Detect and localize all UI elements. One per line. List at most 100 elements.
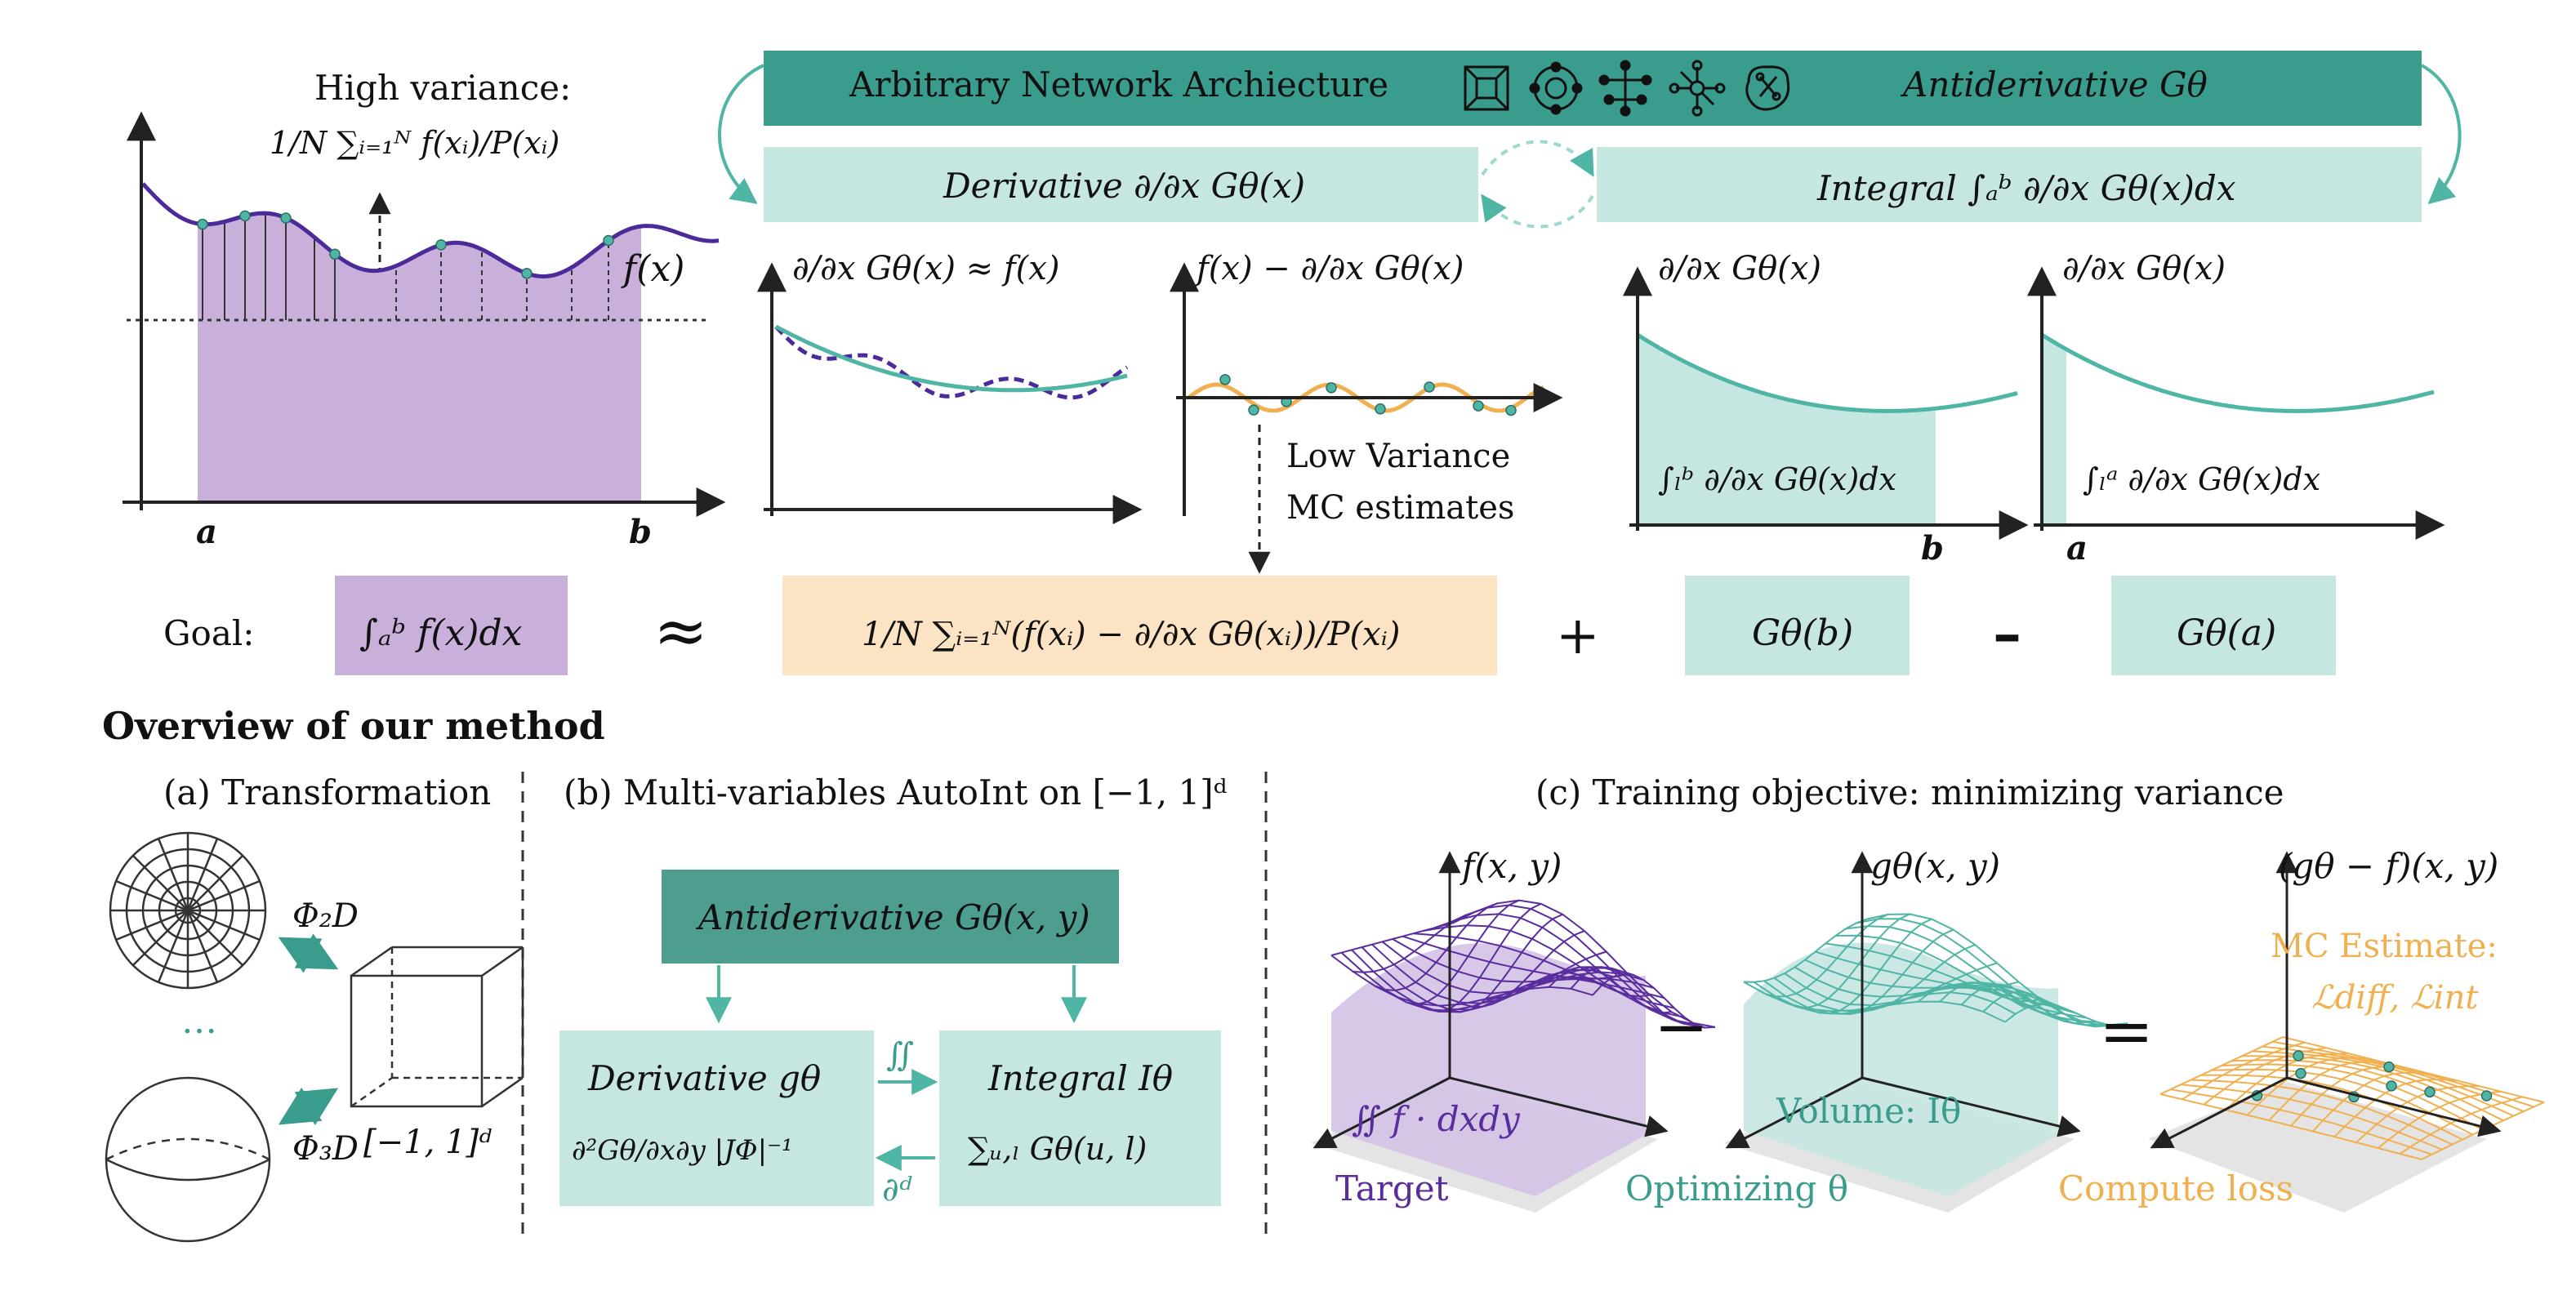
- plot1-sample-point: [603, 234, 614, 247]
- plot-residual: f(x) − ∂/∂x Gθ(x) Low Variance MC estima…: [1170, 250, 1563, 574]
- plot3-sample-point: [1326, 382, 1337, 394]
- antiderivative-label: Antiderivative Gθ: [1900, 65, 2208, 105]
- network-architecture-label: Arbitrary Network Archiecture: [849, 65, 1388, 105]
- phi2d-arrow: [278, 933, 339, 973]
- plot2-g-curve: [774, 324, 1128, 393]
- derivative-box: [764, 147, 1478, 222]
- derivative-2d-line1: Derivative gθ: [587, 1058, 821, 1098]
- cube-label: [−1, 1]ᵈ: [363, 1124, 492, 1161]
- plot1-curve: [141, 182, 720, 279]
- loss-x-axis: [2150, 1076, 2288, 1149]
- target-mesh-line: [1330, 955, 1593, 1007]
- equals-operator: =: [2099, 993, 2154, 1069]
- panel-autoint: (b) Multi-variables AutoInt on [−1, 1]ᵈ …: [559, 772, 1228, 1208]
- panel-transformation: (a) Transformation Φ₂D … [−1, 1]ᵈ Φ₃D: [105, 772, 524, 1243]
- overview-title: Overview of our method: [102, 704, 605, 748]
- goal-integral: ∫ₐᵇ f(x)dx: [359, 612, 523, 654]
- derivative-2d-box: [559, 1030, 874, 1206]
- network-star-icon: [1669, 60, 1726, 117]
- partial-d-symbol: ∂ᵈ: [882, 1171, 912, 1208]
- plot1-sample-point: [197, 218, 208, 230]
- network-tree-icon: [1598, 60, 1652, 117]
- goal-row: Goal: ∫ₐᵇ f(x)dx ≈ 1/N ∑ᵢ₌₁ᴺ(f(xᵢ) − ∂/∂…: [163, 576, 2336, 675]
- loss-floor: [2148, 1082, 2487, 1213]
- plot3-sample-point: [1505, 404, 1517, 416]
- loss-sample-point: [2293, 1050, 2304, 1062]
- goal-gb: Gθ(b): [1752, 612, 1853, 654]
- plot5-title: ∂/∂x Gθ(x): [2062, 250, 2226, 287]
- loss-caption: Compute loss: [2058, 1168, 2293, 1208]
- plot3-title: f(x) − ∂/∂x Gθ(x): [1194, 250, 1464, 287]
- plot1-title-line1: High variance:: [314, 68, 571, 108]
- plot2-f-curve: [774, 325, 1129, 400]
- optimizing-mesh-line: [2004, 1003, 2128, 1026]
- target-mesh-line: [1340, 951, 1603, 1012]
- plot-integral-to-b: ∂/∂x Gθ(x) ∫ₗᵇ ∂/∂x Gθ(x)dx b: [1623, 250, 2029, 567]
- plot5-curve: [2040, 332, 2435, 413]
- target-integral-label: ∬ f · dxdy: [1352, 1099, 1521, 1139]
- optimizing-x-axis: [1725, 1076, 1863, 1149]
- target-surface: f(x, y) ∬ f · dxdy Target: [1311, 846, 1716, 1213]
- plot3-sample-point: [1219, 374, 1231, 385]
- plot3-note-line1: Low Variance: [1286, 438, 1510, 475]
- plot5-tick-a: a: [2066, 529, 2088, 567]
- plot1-sample-point: [435, 239, 447, 251]
- plot3-residual-curve: [1187, 382, 1545, 413]
- goal-label: Goal:: [163, 613, 254, 653]
- target-y-axis: [1449, 1076, 1669, 1137]
- target-x-axis: [1313, 1076, 1451, 1149]
- network-bar: Arbitrary Network Archiecture Antideriva…: [764, 51, 2422, 126]
- bar-to-integral-arrow: [2421, 64, 2462, 205]
- network-brain-icon: [1745, 65, 1790, 111]
- phi2d-label: Φ₂D: [292, 897, 359, 935]
- plot3-sample-point: [1248, 404, 1259, 416]
- loss-sample-point: [2424, 1086, 2436, 1098]
- goal-ga-box: [2111, 576, 2336, 675]
- plot3-sample-point: [1375, 403, 1386, 415]
- network-ring-icon: [1529, 61, 1583, 115]
- plot4-tick-b: b: [1921, 529, 1944, 567]
- loss-diff-label: (gθ − f)(x, y): [2279, 846, 2498, 886]
- loss-sample-point: [2386, 1080, 2397, 1092]
- mc-estimate-line1: MC Estimate:: [2271, 928, 2498, 965]
- integral-2d-box: [939, 1030, 1221, 1206]
- phi3d-arrow: [278, 1087, 339, 1126]
- loss-surface: (gθ − f)(x, y) MC Estimate: ℒdiff, ℒint …: [2058, 846, 2545, 1213]
- plot5-area-label: ∫ₗᵃ ∂/∂x Gθ(x)dx: [2083, 461, 2320, 497]
- target-f-label: f(x, y): [1460, 846, 1562, 886]
- plot1-sample-point: [280, 212, 292, 224]
- panel-a-title: (a) Transformation: [163, 772, 491, 812]
- loss-mesh-line: [2399, 1096, 2523, 1155]
- goal-plus: +: [1556, 606, 1600, 666]
- plot1-sample-point: [521, 268, 533, 279]
- plot1-title-line2: 1/N ∑ᵢ₌₁ᴺ f(xᵢ)/P(xᵢ): [270, 125, 559, 161]
- loss-mesh-line: [2159, 1093, 2422, 1160]
- antiderivative-2d-label: Antiderivative Gθ(x, y): [695, 897, 1090, 937]
- ellipsis: …: [181, 1000, 217, 1042]
- integral-box: [1597, 147, 2422, 222]
- integral-2d-line2: ∑ᵤ,ₗ Gθ(u, l): [968, 1131, 1147, 1167]
- plot4-area-label: ∫ₗᵇ ∂/∂x Gθ(x)dx: [1658, 461, 1896, 497]
- plot4-area: [1638, 335, 1936, 525]
- goal-gb-box: [1685, 576, 1910, 675]
- plot-high-variance: High variance: 1/N ∑ᵢ₌₁ᴺ f(xᵢ)/P(xᵢ) f(x…: [123, 68, 726, 551]
- plot4-curve: [1636, 332, 2018, 413]
- integral-box-label: Integral ∫ₐᵇ ∂/∂x Gθ(x)dx: [1816, 168, 2236, 208]
- derivative-2d-line2: ∂²Gθ/∂x∂y |JΦ|⁻¹: [572, 1134, 793, 1167]
- plot1-area: [198, 213, 641, 502]
- cube-icon: [350, 946, 524, 1108]
- plot-integral-to-a: ∂/∂x Gθ(x) ∫ₗᵃ ∂/∂x Gθ(x)dx a: [2027, 250, 2445, 567]
- target-caption: Target: [1335, 1168, 1449, 1208]
- panel-c-title: (c) Training objective: minimizing varia…: [1535, 772, 2284, 812]
- loss-mesh-line: [2170, 1088, 2432, 1155]
- polar-grid-icon: [109, 831, 267, 990]
- plot1-tick-b: b: [629, 513, 652, 551]
- loss-mesh-line: [2180, 1084, 2443, 1151]
- optimizing-g-label: gθ(x, y): [1870, 846, 2000, 886]
- goal-mc-box: [782, 576, 1497, 675]
- sphere-icon: [105, 1076, 271, 1243]
- network-grid-icon: [1464, 65, 1509, 111]
- derivative-box-label: Derivative ∂/∂x Gθ(x): [943, 166, 1305, 206]
- plot3-note-line2: MC estimates: [1286, 489, 1514, 527]
- optimizing-mesh-line: [1743, 981, 2006, 1023]
